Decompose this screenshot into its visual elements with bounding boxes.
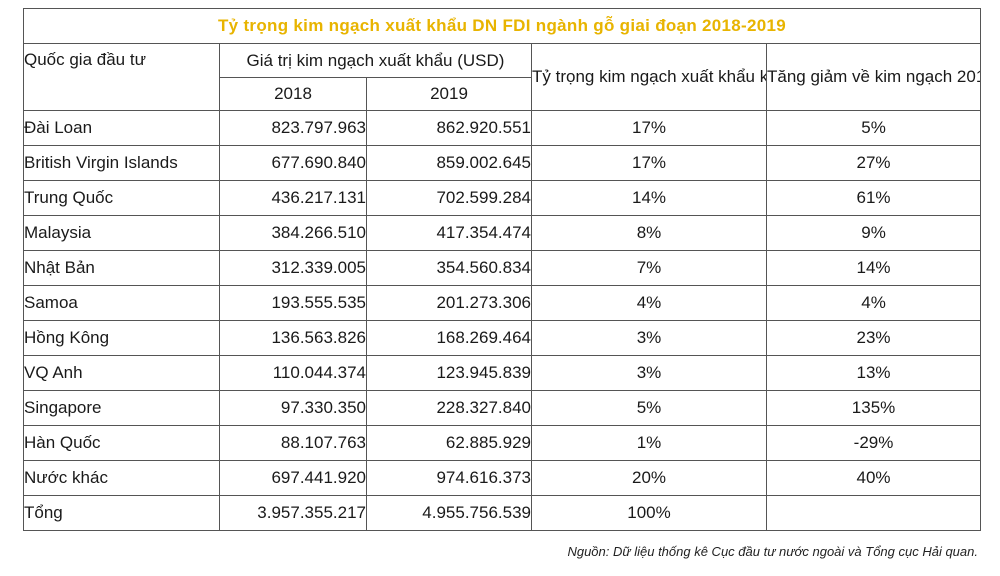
cell-country: Tổng xyxy=(23,495,220,531)
table-row: Samoa 193.555.535 201.273.306 4% 4% xyxy=(23,285,982,321)
cell-change: 61% xyxy=(765,180,982,216)
header-change: Tăng giảm về kim ngạch 2019/2018 (%) xyxy=(765,43,982,111)
cell-change: 40% xyxy=(765,460,982,496)
title-row: Tỷ trọng kim ngạch xuất khẩu DN FDI ngàn… xyxy=(22,8,982,44)
cell-value-2018: 436.217.131 xyxy=(219,180,367,216)
header-row-1: Quốc gia đầu tư Giá trị kim ngạch xuất k… xyxy=(23,43,982,111)
cell-value-2019: 228.327.840 xyxy=(366,390,532,426)
cell-value-2019: 862.920.551 xyxy=(366,110,532,146)
header-year-2018: 2018 xyxy=(219,77,367,111)
cell-country: Trung Quốc xyxy=(23,180,220,216)
cell-share-2019: 17% xyxy=(531,110,767,146)
table-row: Nước khác 697.441.920 974.616.373 20% 40% xyxy=(23,460,982,496)
cell-value-2018: 136.563.826 xyxy=(219,320,367,356)
header-export-value: Giá trị kim ngạch xuất khẩu (USD) xyxy=(219,43,532,78)
cell-value-2019: 859.002.645 xyxy=(366,145,532,181)
cell-country: Nhật Bản xyxy=(23,250,220,286)
cell-change xyxy=(765,495,982,531)
cell-value-2019: 201.273.306 xyxy=(366,285,532,321)
cell-change: -29% xyxy=(765,425,982,461)
cell-value-2019: 62.885.929 xyxy=(366,425,532,461)
table-row: Singapore 97.330.350 228.327.840 5% 135% xyxy=(23,390,982,426)
cell-value-2018: 823.797.963 xyxy=(219,110,367,146)
cell-share-2019: 14% xyxy=(531,180,767,216)
cell-value-2019: 4.955.756.539 xyxy=(366,495,532,531)
cell-value-2018: 677.690.840 xyxy=(219,145,367,181)
cell-change: 23% xyxy=(765,320,982,356)
table-row: Đài Loan 823.797.963 862.920.551 17% 5% xyxy=(23,110,982,146)
cell-value-2018: 697.441.920 xyxy=(219,460,367,496)
cell-value-2018: 193.555.535 xyxy=(219,285,367,321)
table-title: Tỷ trọng kim ngạch xuất khẩu DN FDI ngàn… xyxy=(22,8,982,44)
cell-value-2018: 97.330.350 xyxy=(219,390,367,426)
cell-share-2019: 8% xyxy=(531,215,767,251)
cell-value-2019: 168.269.464 xyxy=(366,320,532,356)
cell-share-2019: 4% xyxy=(531,285,767,321)
cell-country: Nước khác xyxy=(23,460,220,496)
cell-value-2018: 312.339.005 xyxy=(219,250,367,286)
cell-share-2019: 3% xyxy=(531,355,767,391)
header-country: Quốc gia đầu tư xyxy=(23,43,220,111)
cell-country: Malaysia xyxy=(23,215,220,251)
cell-country: Đài Loan xyxy=(23,110,220,146)
cell-change: 27% xyxy=(765,145,982,181)
header-share-2019: Tỷ trọng kim ngạch xuất khẩu khối FDI nă… xyxy=(531,43,767,111)
cell-value-2019: 354.560.834 xyxy=(366,250,532,286)
cell-value-2019: 123.945.839 xyxy=(366,355,532,391)
cell-change: 9% xyxy=(765,215,982,251)
cell-change: 14% xyxy=(765,250,982,286)
data-table: Tỷ trọng kim ngạch xuất khẩu DN FDI ngàn… xyxy=(22,8,982,531)
cell-country: Samoa xyxy=(23,285,220,321)
table-row: Trung Quốc 436.217.131 702.599.284 14% 61% xyxy=(23,180,982,216)
cell-change: 135% xyxy=(765,390,982,426)
cell-share-2019: 20% xyxy=(531,460,767,496)
cell-value-2019: 974.616.373 xyxy=(366,460,532,496)
table-row: Hàn Quốc 88.107.763 62.885.929 1% -29% xyxy=(23,425,982,461)
table-row: British Virgin Islands 677.690.840 859.002… xyxy=(23,145,982,181)
header-year-2019: 2019 xyxy=(366,77,532,111)
cell-country: Hàn Quốc xyxy=(23,425,220,461)
cell-country: Hồng Kông xyxy=(23,320,220,356)
cell-value-2018: 3.957.355.217 xyxy=(219,495,367,531)
table-row: Nhật Bản 312.339.005 354.560.834 7% 14% xyxy=(23,250,982,286)
cell-value-2019: 702.599.284 xyxy=(366,180,532,216)
cell-share-2019: 5% xyxy=(531,390,767,426)
cell-value-2018: 110.044.374 xyxy=(219,355,367,391)
cell-share-2019: 17% xyxy=(531,145,767,181)
source-note: Nguồn: Dữ liệu thống kê Cục đầu tư nước … xyxy=(567,544,978,559)
table-row: Tổng 3.957.355.217 4.955.756.539 100% xyxy=(23,495,982,531)
cell-change: 4% xyxy=(765,285,982,321)
cell-share-2019: 3% xyxy=(531,320,767,356)
header-row-2: 2018 2019 xyxy=(24,77,981,111)
cell-country: VQ Anh xyxy=(23,355,220,391)
table-row: Hồng Kông 136.563.826 168.269.464 3% 23% xyxy=(23,320,982,356)
table-row: Malaysia 384.266.510 417.354.474 8% 9% xyxy=(23,215,982,251)
cell-share-2019: 1% xyxy=(531,425,767,461)
cell-change: 5% xyxy=(765,110,982,146)
cell-change: 13% xyxy=(765,355,982,391)
cell-value-2018: 88.107.763 xyxy=(219,425,367,461)
cell-value-2019: 417.354.474 xyxy=(366,215,532,251)
cell-country: British Virgin Islands xyxy=(23,145,220,181)
cell-country: Singapore xyxy=(23,390,220,426)
cell-value-2018: 384.266.510 xyxy=(219,215,367,251)
cell-share-2019: 100% xyxy=(531,495,767,531)
table-row: VQ Anh 110.044.374 123.945.839 3% 13% xyxy=(23,355,982,391)
cell-share-2019: 7% xyxy=(531,250,767,286)
